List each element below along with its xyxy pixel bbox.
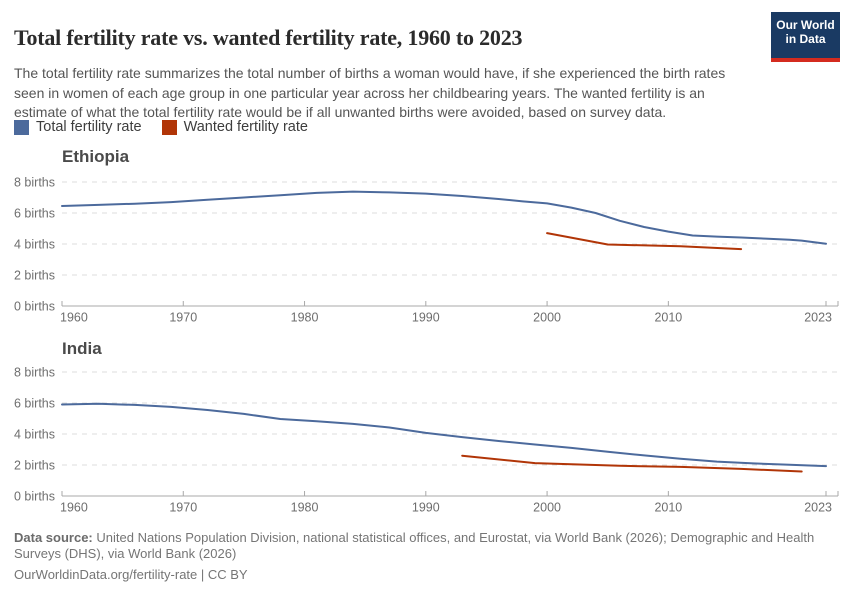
facet-title-ethiopia: Ethiopia — [62, 147, 130, 166]
x-tick-label: 2000 — [533, 501, 561, 515]
y-tick-label: 8 births — [14, 366, 55, 380]
logo-red-bar — [771, 58, 840, 62]
footer-link[interactable]: OurWorldinData.org/fertility-rate | CC B… — [14, 567, 248, 582]
y-tick-label: 4 births — [14, 238, 55, 252]
x-tick-label: 1970 — [169, 501, 197, 515]
series-line-wanted-fertility-rate — [461, 454, 803, 473]
legend-item-wanted-fertility[interactable]: Wanted fertility rate — [161, 119, 308, 135]
x-tick-label: 2010 — [654, 501, 682, 515]
x-tick-label: 2023 — [804, 311, 832, 325]
logo-text-line1: Our World — [776, 18, 835, 32]
owid-logo[interactable]: Our World in Data — [771, 12, 840, 62]
x-tick-label: 1970 — [169, 311, 197, 325]
x-tick-label: 1960 — [60, 501, 88, 515]
x-tick-label: 1960 — [60, 311, 88, 325]
x-tick-label: 2023 — [804, 501, 832, 515]
legend-swatch-wanted-fertility — [161, 119, 177, 135]
series-line-total-fertility-rate — [61, 402, 827, 468]
legend-item-total-fertility[interactable]: Total fertility rate — [14, 119, 142, 135]
y-tick-label: 4 births — [14, 428, 55, 442]
y-tick-label: 6 births — [14, 397, 55, 411]
footer: Data source: United Nations Population D… — [14, 530, 836, 583]
chart-subtitle: The total fertility rate summarizes the … — [14, 65, 726, 120]
y-tick-label: 2 births — [14, 459, 55, 473]
logo-text-line2: in Data — [785, 32, 826, 46]
data-source-text: United Nations Population Division, nati… — [14, 530, 815, 561]
legend-label-wanted-fertility: Wanted fertility rate — [183, 119, 308, 135]
line-chart-ethiopia: 0 births 2 births 4 births 6 births 8 births… — [14, 176, 839, 325]
x-tick-label: 2010 — [654, 311, 682, 325]
line-chart-india: 0 births 2 births 4 births 6 births 8 births… — [14, 366, 839, 515]
y-tick-label: 0 births — [14, 490, 55, 504]
x-tick-label: 1980 — [291, 501, 319, 515]
y-tick-label: 6 births — [14, 207, 55, 221]
y-tick-label: 2 births — [14, 269, 55, 283]
page-title: Total fertility rate vs. wanted fertilit… — [14, 24, 523, 50]
series-line-total-fertility-rate — [61, 190, 827, 245]
x-tick-label: 1980 — [291, 311, 319, 325]
x-tick-label: 2000 — [533, 311, 561, 325]
legend-label-total-fertility: Total fertility rate — [36, 119, 142, 135]
y-tick-label: 0 births — [14, 300, 55, 314]
y-tick-label: 8 births — [14, 176, 55, 190]
series-line-wanted-fertility-rate — [546, 232, 743, 251]
x-tick-label: 1990 — [412, 311, 440, 325]
data-source-line: Data source: United Nations Population D… — [14, 530, 836, 562]
legend: Total fertility rate Wanted fertility ra… — [14, 119, 308, 135]
facet-title-india: India — [62, 339, 102, 358]
data-source-label: Data source: — [14, 530, 93, 545]
x-tick-label: 1990 — [412, 501, 440, 515]
legend-swatch-total-fertility — [14, 119, 29, 135]
